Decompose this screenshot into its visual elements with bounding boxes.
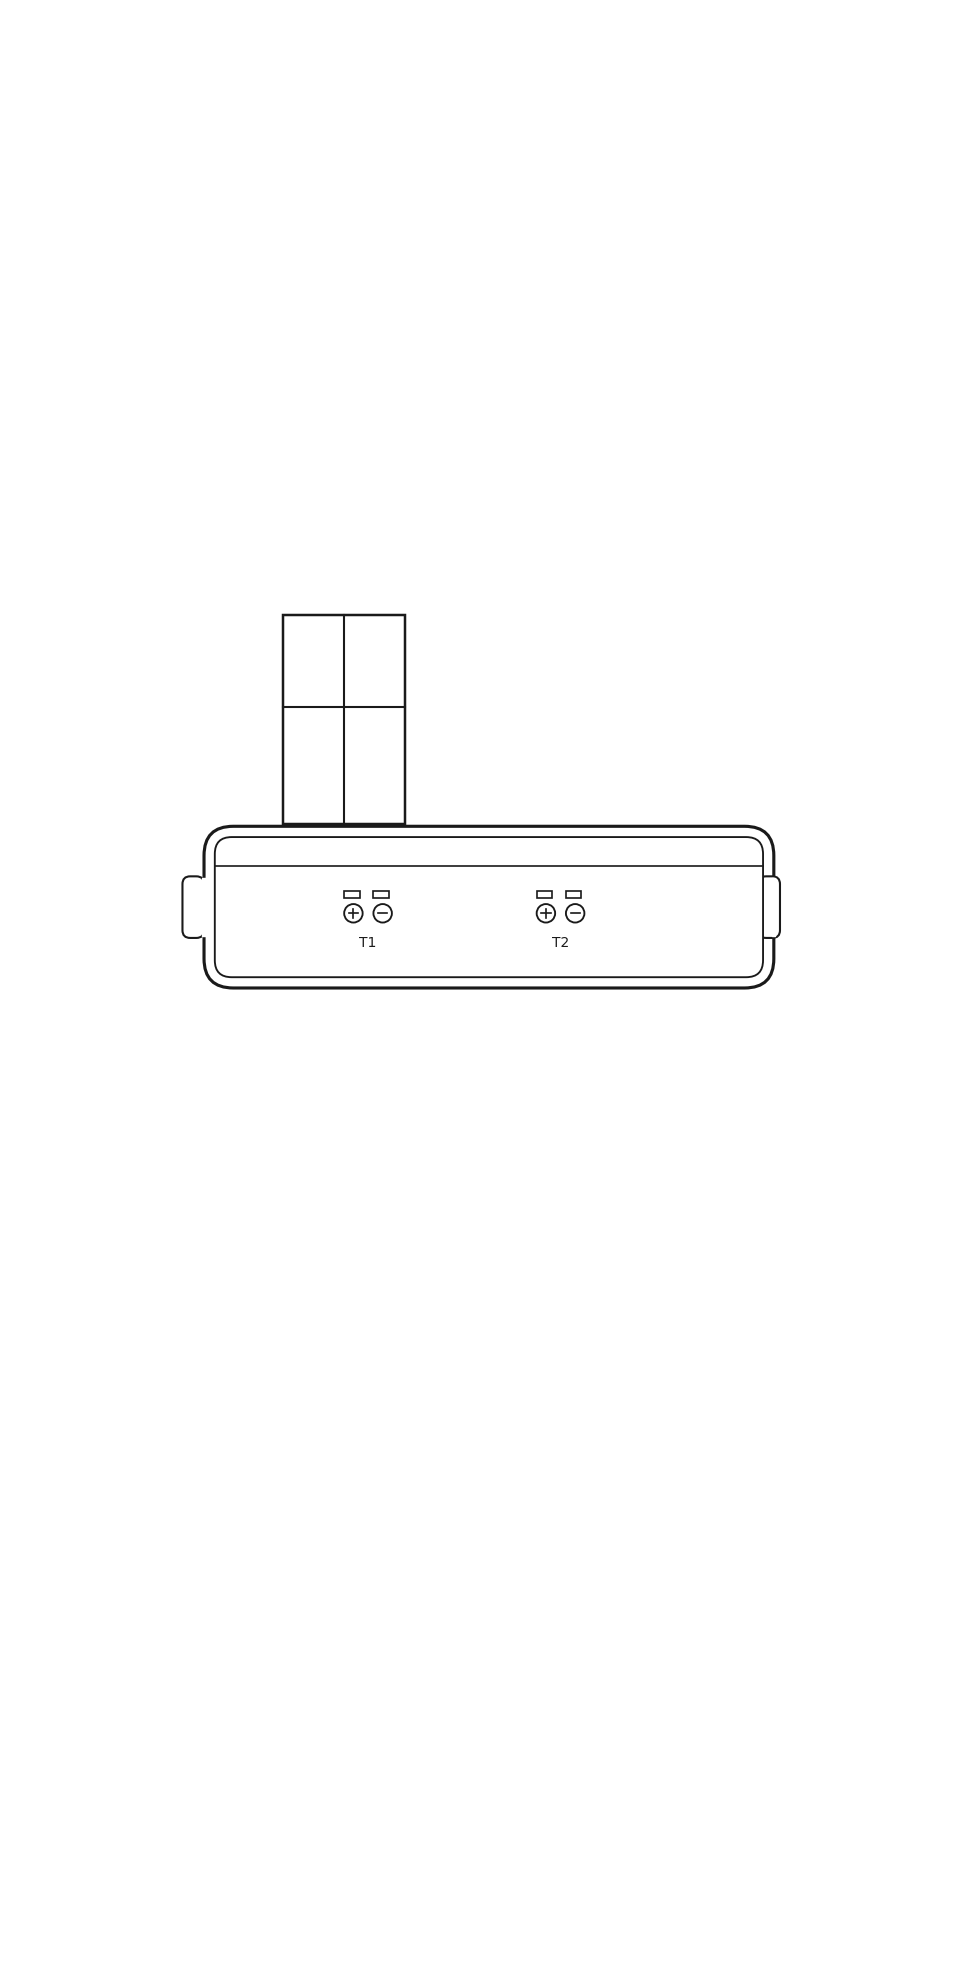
Bar	[344, 892, 359, 898]
FancyBboxPatch shape	[758, 876, 780, 937]
Bar	[565, 892, 580, 898]
Bar	[537, 892, 552, 898]
FancyBboxPatch shape	[214, 836, 762, 977]
FancyBboxPatch shape	[204, 826, 773, 988]
Bar	[373, 892, 389, 898]
Bar	[283, 615, 405, 824]
FancyBboxPatch shape	[182, 876, 204, 937]
Text: T2: T2	[552, 937, 569, 951]
Text: T1: T1	[359, 937, 376, 951]
